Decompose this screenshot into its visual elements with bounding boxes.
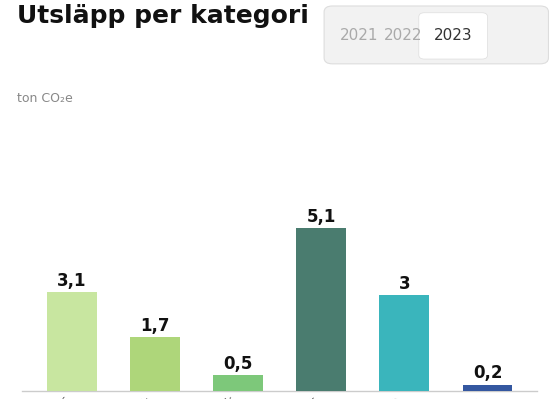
Bar	[130, 337, 180, 391]
Text: 2022: 2022	[384, 28, 423, 43]
Bar	[213, 375, 263, 391]
Text: 3,1: 3,1	[57, 272, 87, 290]
Text: Utsläpp per kategori: Utsläpp per kategori	[17, 4, 309, 28]
Text: ton CO₂e: ton CO₂e	[17, 92, 73, 105]
Bar	[296, 228, 346, 391]
Text: 5,1: 5,1	[306, 208, 336, 226]
Text: 0,2: 0,2	[473, 364, 502, 382]
Text: 3: 3	[399, 275, 410, 293]
Text: 1,7: 1,7	[140, 316, 170, 334]
Bar	[463, 385, 512, 391]
Bar	[379, 295, 429, 391]
Text: 2023: 2023	[434, 28, 473, 43]
Text: 0,5: 0,5	[223, 355, 253, 373]
Bar	[47, 292, 97, 391]
Text: 2021: 2021	[340, 28, 378, 43]
